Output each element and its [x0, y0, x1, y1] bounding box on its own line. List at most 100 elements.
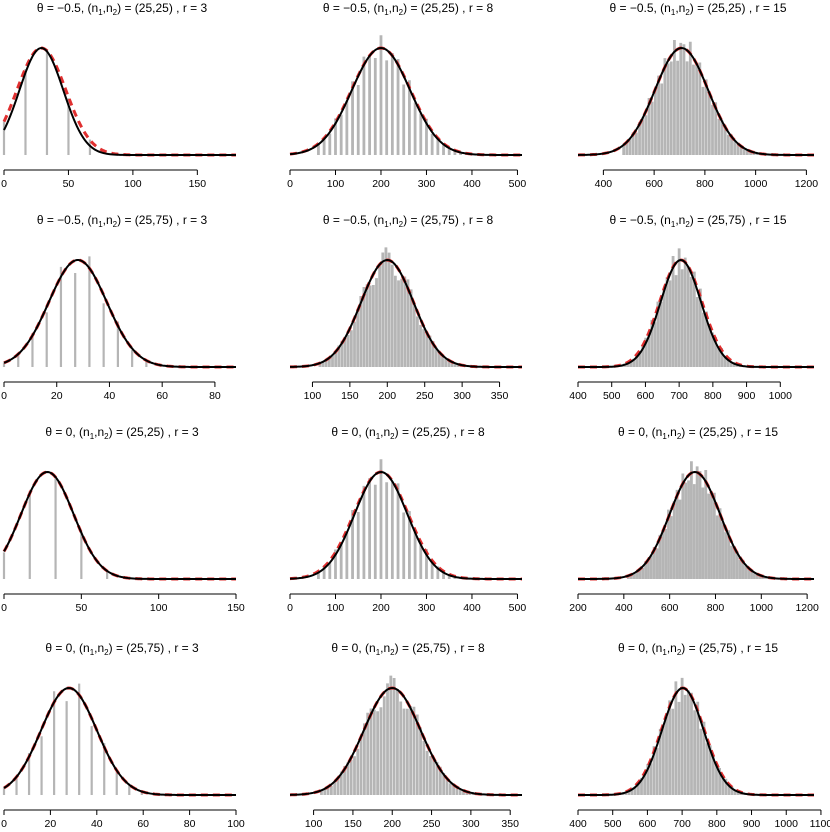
- x-tick-label: 1000: [775, 818, 799, 830]
- panel-title: θ = 0, (n1,n2) = (25,25) , r = 8: [331, 425, 485, 441]
- normal-curve: [289, 46, 522, 156]
- panel-11: θ = 0, (n1,n2) = (25,75) , r = 8 100 150 20…: [289, 641, 522, 830]
- panel-title: θ = −0.5, (n1,n2) = (25,75) , r = 3: [37, 213, 208, 229]
- x-tick-label: 100: [327, 602, 345, 614]
- x-tick-label: 40: [91, 818, 103, 830]
- x-tick-label: 20: [45, 818, 57, 830]
- x-tick-label: 60: [137, 818, 149, 830]
- x-tick-label: 800: [708, 818, 726, 830]
- panel-7: θ = 0, (n1,n2) = (25,25) , r = 3 0 50 100 15…: [1, 425, 245, 614]
- panel-title: θ = 0, (n1,n2) = (25,75) , r = 3: [45, 641, 199, 657]
- x-tick-label: 1200: [795, 602, 819, 614]
- panel-title: θ = −0.5, (n1,n2) = (25,25) , r = 8: [323, 1, 494, 17]
- x-tick-label: 100: [150, 602, 168, 614]
- normal-curve: [3, 470, 236, 580]
- x-tick-label: 800: [707, 602, 725, 614]
- x-tick-label: 150: [341, 390, 359, 402]
- x-tick-label: 20: [51, 390, 63, 402]
- x-tick-label: 300: [453, 390, 471, 402]
- panel-1: θ = −0.5, (n1,n2) = (25,25) , r = 3 0 50 10…: [1, 1, 236, 190]
- fitted-curve: [2, 46, 236, 157]
- panel-10: θ = 0, (n1,n2) = (25,75) , r = 3 0 20 40 60 8…: [1, 641, 245, 830]
- x-tick-label: 400: [463, 178, 481, 190]
- x-tick-label: 800: [696, 178, 714, 190]
- x-tick-label: 200: [569, 602, 587, 614]
- panel-title: θ = 0, (n1,n2) = (25,25) , r = 15: [618, 425, 778, 441]
- normal-curve: [289, 259, 522, 368]
- fitted-curve: [3, 258, 236, 369]
- x-tick-label: 150: [344, 818, 362, 830]
- panel-title: θ = 0, (n1,n2) = (25,75) , r = 15: [618, 641, 778, 657]
- x-tick-label: 200: [372, 178, 390, 190]
- panel-title: θ = −0.5, (n1,n2) = (25,25) , r = 15: [609, 1, 786, 17]
- panel-title: θ = 0, (n1,n2) = (25,75) , r = 8: [331, 641, 485, 657]
- panel-5: θ = −0.5, (n1,n2) = (25,75) , r = 8 100 15…: [289, 213, 522, 402]
- panel-3: θ = −0.5, (n1,n2) = (25,25) , r = 15 400 6…: [577, 1, 818, 190]
- fitted-curve: [3, 686, 236, 797]
- x-tick-label: 100: [304, 390, 322, 402]
- panel-title: θ = 0, (n1,n2) = (25,25) , r = 3: [45, 425, 199, 441]
- x-tick-label: 1000: [744, 178, 768, 190]
- x-tick-label: 500: [509, 178, 527, 190]
- x-tick-label: 50: [63, 178, 75, 190]
- x-tick-label: 600: [637, 390, 655, 402]
- x-tick-label: 150: [189, 178, 207, 190]
- x-tick-label: 400: [463, 602, 481, 614]
- x-tick-label: 0: [1, 178, 7, 190]
- fitted-curve: [2, 470, 236, 581]
- x-tick-label: 200: [383, 818, 401, 830]
- panel-8: θ = 0, (n1,n2) = (25,25) , r = 8 0 100 200 3…: [287, 425, 526, 614]
- panel-title: θ = −0.5, (n1,n2) = (25,25) , r = 3: [37, 1, 208, 17]
- normal-curve: [578, 258, 814, 368]
- normal-curve: [577, 47, 814, 156]
- x-tick-label: 250: [423, 818, 441, 830]
- panel-6: θ = −0.5, (n1,n2) = (25,75) , r = 15 400 5…: [569, 213, 814, 402]
- x-tick-label: 50: [75, 602, 87, 614]
- x-tick-label: 250: [416, 390, 434, 402]
- x-tick-label: 200: [372, 602, 390, 614]
- normal-curve: [289, 470, 522, 580]
- x-tick-label: 400: [569, 390, 587, 402]
- x-tick-label: 300: [462, 818, 480, 830]
- x-tick-label: 400: [615, 602, 633, 614]
- x-tick-label: 0: [287, 178, 293, 190]
- x-tick-label: 40: [104, 390, 116, 402]
- panel-9: θ = 0, (n1,n2) = (25,25) , r = 15 200 400 6…: [569, 425, 819, 614]
- x-tick-label: 80: [184, 818, 196, 830]
- x-tick-label: 150: [227, 602, 245, 614]
- x-tick-label: 350: [501, 818, 519, 830]
- x-tick-label: 500: [509, 602, 527, 614]
- x-tick-label: 1100: [810, 818, 830, 830]
- x-tick-label: 0: [287, 602, 293, 614]
- x-tick-label: 800: [704, 390, 722, 402]
- normal-curve: [3, 687, 236, 796]
- x-tick-label: 350: [491, 390, 509, 402]
- normal-curve: [578, 686, 814, 796]
- x-tick-label: 0: [1, 602, 7, 614]
- fitted-curve: [289, 470, 522, 581]
- x-tick-label: 100: [124, 178, 142, 190]
- x-tick-label: 100: [327, 178, 345, 190]
- x-tick-label: 300: [418, 178, 436, 190]
- panel-4: θ = −0.5, (n1,n2) = (25,75) , r = 3 0 20 40…: [1, 213, 236, 402]
- x-tick-label: 600: [661, 602, 679, 614]
- x-tick-label: 80: [209, 390, 221, 402]
- x-tick-label: 0: [1, 818, 7, 830]
- x-tick-label: 200: [379, 390, 397, 402]
- x-tick-label: 700: [673, 818, 691, 830]
- normal-curve: [289, 687, 522, 796]
- x-tick-label: 600: [645, 178, 663, 190]
- normal-curve: [3, 47, 236, 156]
- normal-curve: [578, 471, 814, 580]
- x-tick-label: 400: [569, 818, 587, 830]
- x-tick-label: 900: [743, 818, 761, 830]
- x-tick-label: 500: [604, 818, 622, 830]
- x-tick-label: 1000: [750, 602, 774, 614]
- panel-title: θ = −0.5, (n1,n2) = (25,75) , r = 8: [323, 213, 494, 229]
- x-tick-label: 1000: [769, 390, 793, 402]
- x-tick-label: 60: [156, 390, 168, 402]
- normal-curve: [3, 259, 236, 368]
- x-tick-label: 900: [738, 390, 756, 402]
- x-tick-label: 0: [1, 390, 7, 402]
- panel-2: θ = −0.5, (n1,n2) = (25,25) , r = 8 0 100 2…: [287, 1, 526, 190]
